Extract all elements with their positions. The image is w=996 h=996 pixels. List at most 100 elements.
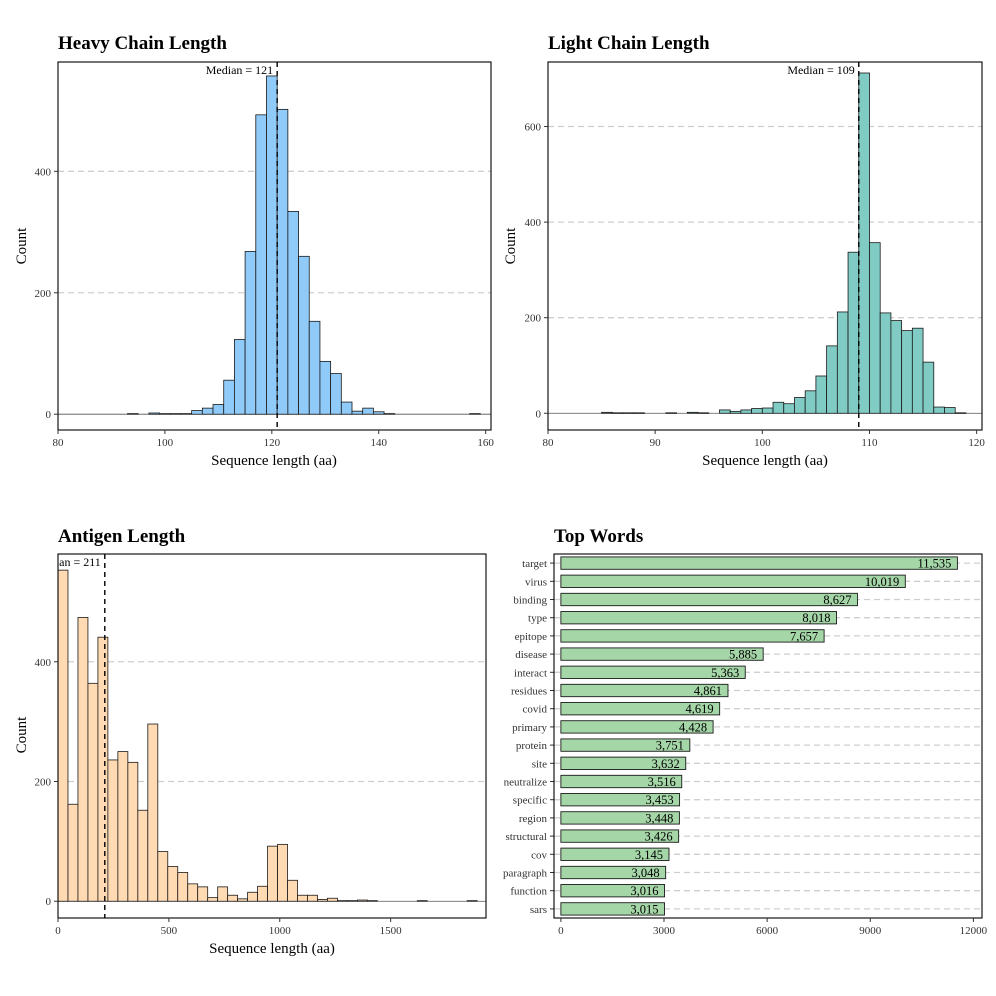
light-chain-plot: Median = 109 80 90 100 110 120 0 200 400 600 (525, 61, 985, 449)
top-words-panel-border (553, 553, 983, 919)
heavy-chain-bar-19 (340, 401, 353, 415)
heavy-chain-x-tick-label-140: 140 (370, 437, 387, 449)
heavy-chain-bar-12 (266, 75, 278, 415)
heavy-chain-x-tick-label-120: 120 (264, 437, 281, 449)
heavy-chain-median-label: Median = 121 (206, 63, 273, 77)
top-words-value-label-binding: 8,627 (823, 593, 851, 607)
light-chain-bar-18 (836, 311, 849, 414)
heavy-chain-y-tick-label-0: 0 (46, 409, 52, 421)
top-words-value-label-sars: 3,015 (630, 902, 658, 916)
antigen-bar-9 (147, 723, 159, 902)
top-words-bar-function (560, 884, 666, 898)
antigen-bar-5 (107, 759, 119, 902)
antigen-bar-29 (346, 900, 358, 902)
antigen-panel: Antigen Length Median = 211 0 500 1000 1500 0… (14, 526, 487, 957)
light-chain-x-tick-label-80: 80 (543, 437, 555, 449)
antigen-bar-31 (366, 900, 378, 902)
light-chain-bar-7 (719, 409, 731, 414)
heavy-chain-x-tick-label-100: 100 (157, 437, 174, 449)
heavy-chain-bar-5 (191, 410, 203, 415)
heavy-chain-bar-24 (469, 413, 481, 415)
heavy-chain-bar-9 (234, 339, 246, 415)
antigen-bar-2 (77, 617, 89, 902)
antigen-x-label: Sequence length (aa) (209, 941, 335, 957)
top-words-value-label-disease: 5,885 (729, 648, 757, 662)
top-words-bar-region (560, 811, 680, 825)
antigen-bar-32 (416, 900, 428, 902)
antigen-bar-12 (177, 872, 189, 902)
light-chain-y-label: Count (503, 227, 519, 265)
antigen-median-label: Median = 211 (34, 555, 101, 569)
light-chain-y-tick-label-400: 400 (525, 217, 542, 229)
antigen-bar-21 (267, 845, 278, 902)
light-chain-bar-9 (740, 409, 753, 414)
top-words-value-label-protein: 3,751 (656, 739, 684, 753)
light-chain-bar-10 (751, 408, 763, 414)
light-chain-bar-16 (815, 375, 828, 414)
top-words-bar-specific (560, 793, 681, 807)
antigen-bar-14 (197, 886, 209, 902)
top-words-bar-site (560, 756, 687, 770)
antigen-bar-33 (466, 900, 478, 902)
heavy-chain-bar-13 (276, 108, 289, 415)
top-words-bar-residues (560, 683, 729, 698)
heavy-chain-x-label: Sequence length (aa) (211, 453, 337, 469)
light-chain-bar-3 (633, 412, 645, 414)
light-chain-bar-13 (783, 403, 795, 414)
top-words-bar-interact (560, 665, 746, 679)
light-chain-panel: Light Chain Length Median = 109 80 90 100 11… (503, 33, 985, 469)
antigen-y-tick-label-0: 0 (46, 896, 52, 908)
light-chain-bar-28 (944, 407, 956, 414)
light-chain-plot-area: Median = 109 (548, 62, 982, 430)
top-words-bar-binding (560, 592, 858, 607)
antigen-bar-22 (277, 843, 288, 902)
antigen-plot: Median = 211 0 500 1000 1500 0 200 400 (34, 553, 487, 937)
top-words-value-label-neutralize: 3,516 (648, 775, 676, 789)
top-words-category-label-structural: structural (505, 831, 547, 843)
light-chain-bar-4 (665, 412, 677, 414)
top-words-value-label-type: 8,018 (802, 611, 830, 625)
antigen-bar-26 (317, 899, 328, 902)
antigen-x-tick-label-1500: 1500 (380, 925, 403, 937)
top-words-value-label-cov: 3,145 (635, 848, 663, 862)
heavy-chain-bar-16 (308, 320, 321, 415)
antigen-bar-27 (327, 897, 338, 902)
heavy-chain-y-tick-label-200: 200 (35, 288, 52, 300)
heavy-chain-bar-15 (298, 255, 310, 415)
heavy-chain-bar-2 (159, 413, 171, 415)
heavy-chain-bar-11 (255, 114, 267, 415)
antigen-bar-7 (127, 761, 139, 902)
light-chain-y-tick-label-0: 0 (536, 408, 542, 420)
top-words-category-label-covid: covid (523, 704, 548, 716)
light-chain-bar-0 (601, 411, 613, 414)
top-words-bar-type (560, 611, 837, 625)
top-words-x-tick-label-12000: 12000 (960, 925, 988, 937)
light-chain-bar-23 (890, 320, 903, 414)
top-words-category-label-interact: interact (514, 667, 547, 679)
top-words-category-label-cov: cov (531, 849, 547, 861)
light-chain-bar-11 (761, 407, 774, 414)
light-chain-bar-12 (772, 401, 785, 414)
top-words-bar-disease (560, 647, 764, 661)
antigen-y-tick-label-400: 400 (35, 657, 52, 669)
top-words-x-tick-label-6000: 6000 (756, 925, 779, 937)
top-words-panel: Top Words 11,535 target 10,019 virus 8,627 bi… (503, 526, 988, 937)
heavy-chain-panel-border (57, 61, 492, 431)
antigen-bar-6 (117, 751, 129, 902)
top-words-value-label-site: 3,632 (652, 757, 680, 771)
light-chain-bar-26 (922, 361, 935, 414)
top-words-value-label-residues: 4,861 (694, 684, 722, 698)
antigen-bar-15 (207, 897, 219, 902)
top-words-plot: 11,535 target 10,019 virus 8,627 binding 8,018… (503, 553, 988, 937)
antigen-bar-13 (187, 883, 199, 902)
heavy-chain-bar-18 (330, 373, 342, 415)
antigen-bar-4 (97, 636, 109, 902)
top-words-value-label-interact: 5,363 (711, 666, 739, 680)
light-chain-bar-29 (954, 412, 967, 414)
top-words-value-label-covid: 4,619 (686, 702, 714, 716)
antigen-x-tick-label-0: 0 (55, 925, 61, 937)
light-chain-x-tick-label-90: 90 (650, 437, 662, 449)
light-chain-bar-24 (901, 330, 913, 414)
antigen-bar-11 (167, 866, 179, 902)
top-words-bar-sars (560, 902, 665, 916)
